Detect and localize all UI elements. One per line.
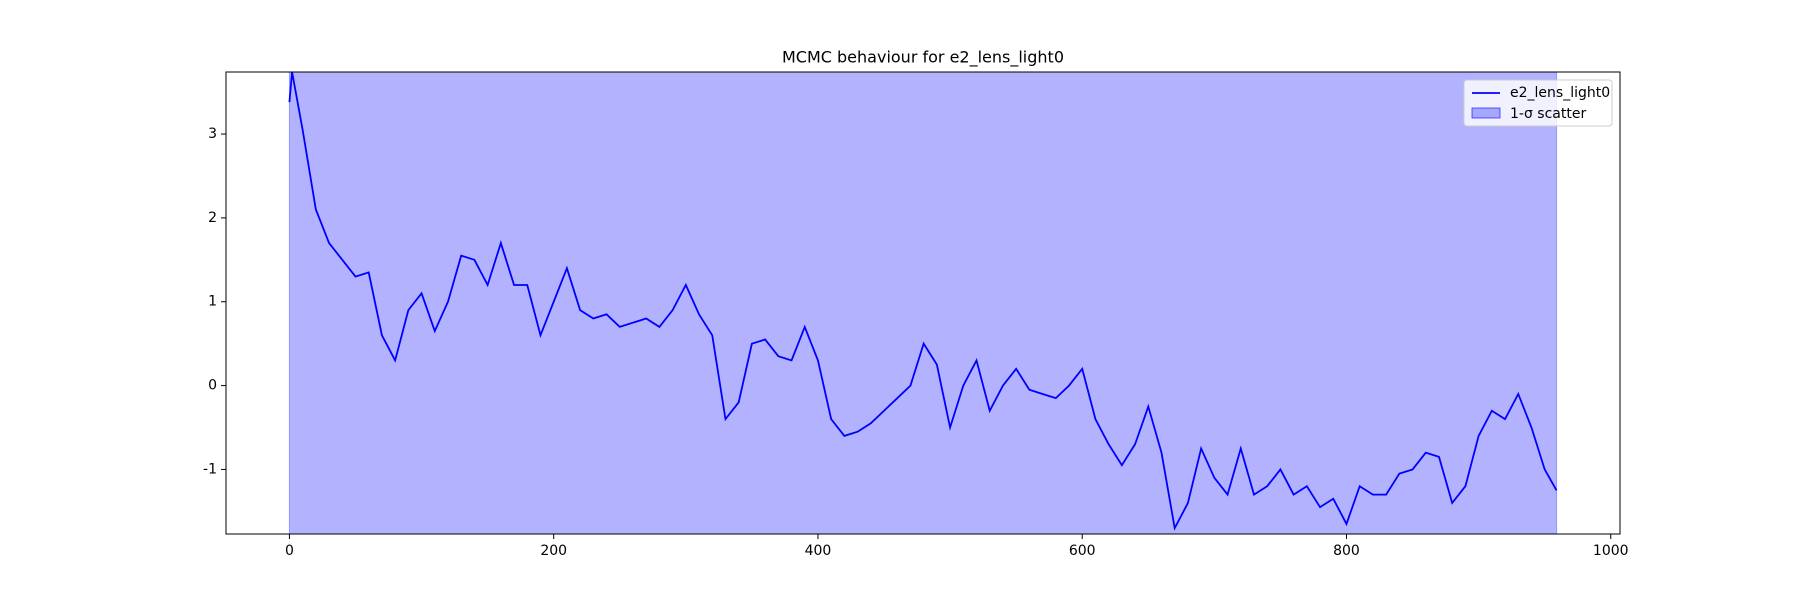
chart-title: MCMC behaviour for e2_lens_light0 [782, 48, 1064, 68]
y-tick-label: 3 [208, 126, 217, 142]
scatter-band [288, 72, 1558, 534]
plot-area [288, 72, 1558, 534]
legend-box [1463, 79, 1613, 127]
x-tick-label: 400 [805, 543, 832, 559]
y-tick-label: 0 [208, 378, 217, 394]
x-tick-label: 600 [1069, 543, 1096, 559]
x-tick-label: 0 [285, 543, 294, 559]
plot-frame [225, 71, 1621, 535]
x-tick-label: 1000 [1593, 543, 1629, 559]
x-tick-label: 800 [1333, 543, 1360, 559]
data-line [288, 72, 1558, 531]
y-tick-label: 1 [208, 294, 217, 310]
legend-swatch [1471, 107, 1501, 119]
y-tick-label: -1 [203, 461, 217, 477]
legend-label: 1-σ scatter [1510, 106, 1586, 122]
x-tick-label: 200 [540, 543, 567, 559]
legend-label: e2_lens_light0 [1510, 85, 1610, 101]
y-tick-label: 2 [208, 210, 217, 226]
